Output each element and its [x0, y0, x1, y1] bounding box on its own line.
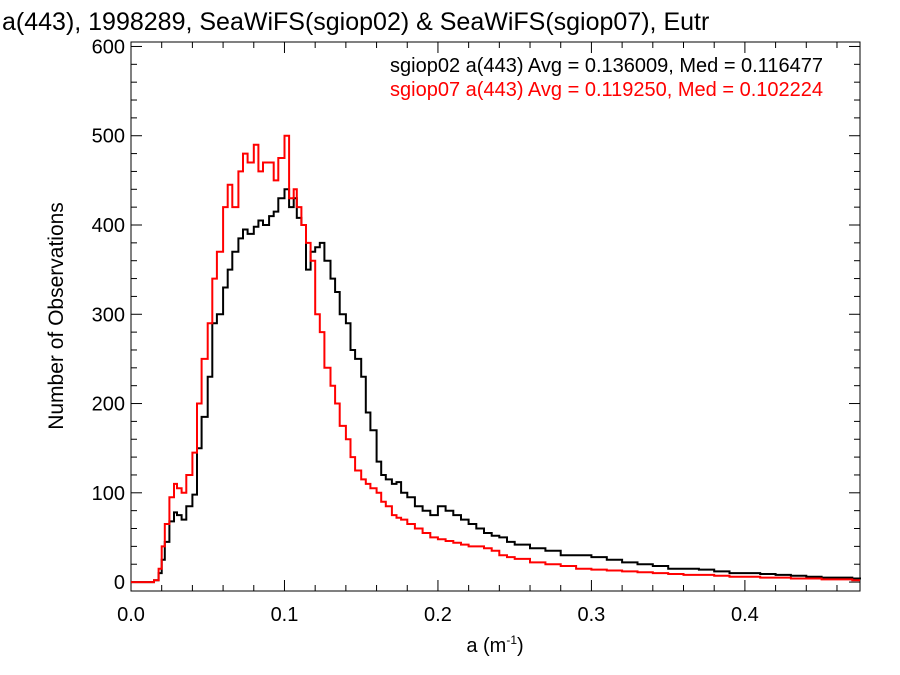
y-tick-label: 100: [92, 483, 125, 505]
chart-title: a(443), 1998289, SeaWiFS(sgiop02) & SeaW…: [2, 8, 709, 36]
y-tick-label: 400: [92, 215, 125, 237]
series-line-1: [131, 188, 861, 584]
y-axis-label: Number of Observations: [45, 202, 68, 430]
y-tick-label: 200: [92, 394, 125, 416]
y-tick-label: 0: [114, 572, 125, 594]
x-tick-label: 0.1: [271, 604, 299, 626]
plot-area: 0 100 200 300 400 500 600 0.0 0.1 0.2 0.3 0.4: [92, 36, 861, 626]
legend-entry-2: sgiop07 a(443) Avg = 0.119250, Med = 0.1…: [390, 79, 823, 101]
x-tick-label: 0.2: [424, 604, 452, 626]
x-axis-label-tail: ): [517, 635, 524, 657]
x-tick-label: 0.3: [578, 604, 606, 626]
legend-entry-1: sgiop02 a(443) Avg = 0.136009, Med = 0.1…: [390, 55, 823, 77]
x-axis-label-main: a (m: [466, 635, 506, 657]
legend: sgiop02 a(443) Avg = 0.136009, Med = 0.1…: [390, 55, 823, 101]
y-tick-label: 600: [92, 36, 125, 58]
y-tick-label: 300: [92, 304, 125, 326]
series-line-2: [131, 134, 860, 584]
x-tick-label: 0.0: [117, 604, 145, 626]
plot-frame: [130, 41, 861, 592]
y-tick-label: 500: [92, 126, 125, 148]
x-axis-label-superscript: -1: [506, 633, 517, 647]
x-tick-label: 0.4: [731, 604, 759, 626]
x-axis-label: a (m-1): [466, 633, 523, 657]
